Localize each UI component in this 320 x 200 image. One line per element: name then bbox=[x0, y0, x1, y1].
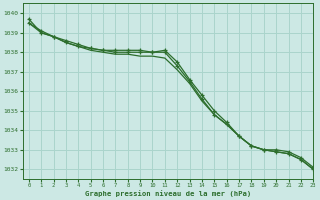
X-axis label: Graphe pression niveau de la mer (hPa): Graphe pression niveau de la mer (hPa) bbox=[85, 190, 251, 197]
